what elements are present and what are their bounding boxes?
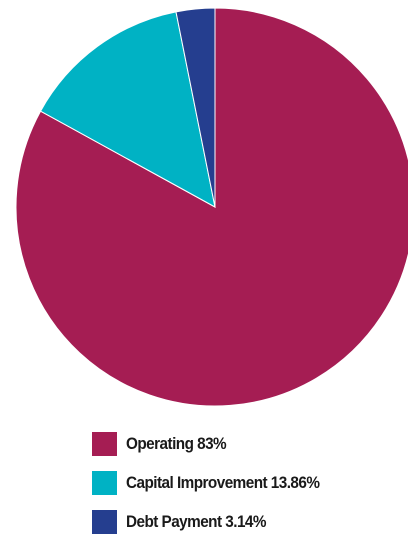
pie-slice-debt-payment: [175, 7, 216, 208]
legend-item-operating: Operating 83%: [92, 432, 341, 456]
legend-swatch-debt-payment: [92, 510, 117, 534]
legend-item-capital-improvement: Capital Improvement 13.86%: [92, 471, 341, 495]
legend-swatch-operating: [92, 432, 117, 456]
legend-item-debt-payment: Debt Payment 3.14%: [92, 510, 341, 534]
legend-label-debt-payment: Debt Payment 3.14%: [126, 512, 266, 531]
legend: Operating 83% Capital Improvement 13.86%…: [92, 432, 341, 549]
pie-chart: [15, 7, 408, 407]
legend-label-operating: Operating 83%: [126, 434, 227, 453]
legend-label-capital-improvement: Capital Improvement 13.86%: [126, 473, 320, 492]
legend-swatch-capital-improvement: [92, 471, 117, 495]
pie-slice-capital-improvement: [39, 11, 216, 208]
pie-slice-operating: [15, 7, 408, 407]
